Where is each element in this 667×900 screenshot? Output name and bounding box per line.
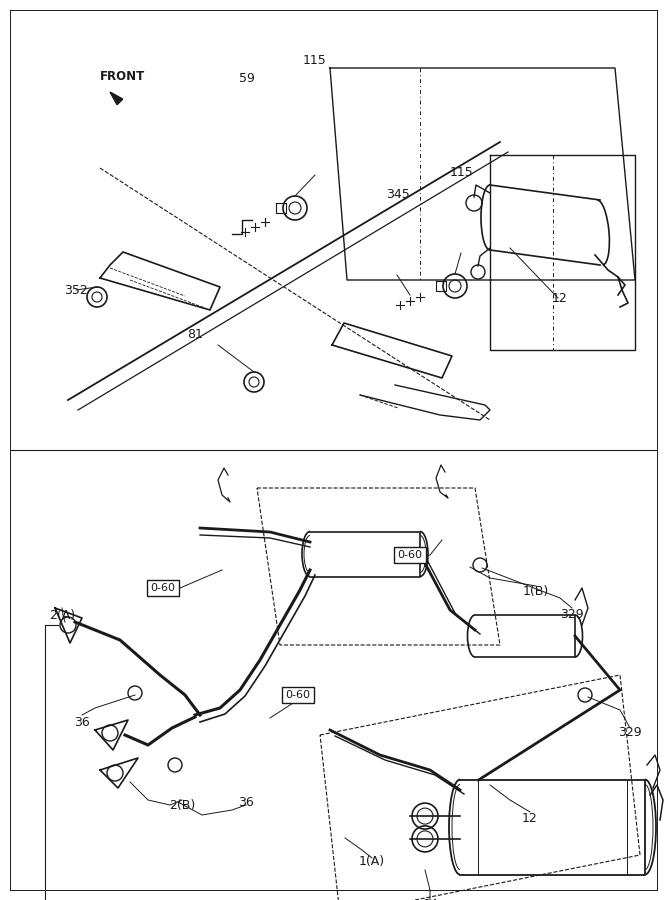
Text: 59: 59 xyxy=(239,71,255,85)
Text: 36: 36 xyxy=(74,716,90,728)
Text: 84: 84 xyxy=(422,898,438,900)
Polygon shape xyxy=(110,92,123,104)
Text: 1(B): 1(B) xyxy=(523,586,549,598)
Text: 12: 12 xyxy=(552,292,568,304)
Text: 2(B): 2(B) xyxy=(169,799,195,813)
Text: 115: 115 xyxy=(303,53,327,67)
Text: 1(A): 1(A) xyxy=(359,856,385,868)
Text: FRONT: FRONT xyxy=(100,69,145,83)
Text: 0-60: 0-60 xyxy=(398,550,422,560)
Text: 2(A): 2(A) xyxy=(49,608,75,622)
Text: 115: 115 xyxy=(450,166,474,178)
Text: 0-60: 0-60 xyxy=(151,583,175,593)
Text: 12: 12 xyxy=(522,812,538,824)
Text: 329: 329 xyxy=(560,608,584,622)
Text: 329: 329 xyxy=(618,725,642,739)
Text: 345: 345 xyxy=(386,188,410,202)
Text: 0-60: 0-60 xyxy=(285,690,311,700)
Text: 36: 36 xyxy=(238,796,254,808)
Text: 352: 352 xyxy=(64,284,88,296)
Text: 81: 81 xyxy=(187,328,203,341)
